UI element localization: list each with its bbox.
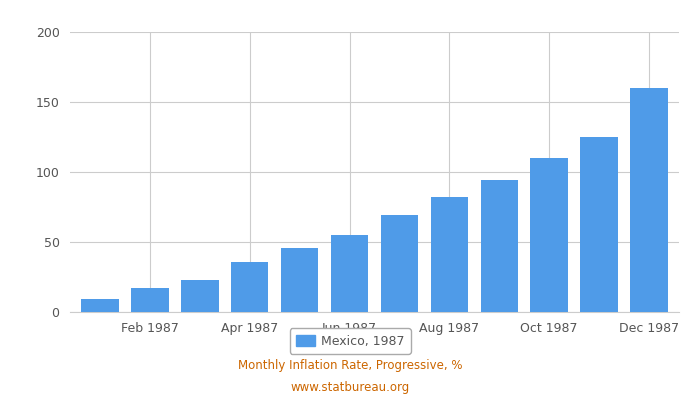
Bar: [481, 180, 518, 312]
Text: Monthly Inflation Rate, Progressive, %: Monthly Inflation Rate, Progressive, %: [238, 360, 462, 372]
Bar: [181, 280, 218, 312]
Bar: [281, 248, 318, 312]
Bar: [381, 215, 418, 312]
Bar: [630, 88, 668, 312]
Bar: [531, 158, 568, 312]
Bar: [131, 288, 169, 312]
Bar: [430, 197, 468, 312]
Bar: [231, 262, 268, 312]
Bar: [331, 235, 368, 312]
Text: www.statbureau.org: www.statbureau.org: [290, 382, 410, 394]
Bar: [81, 299, 119, 312]
Legend: Mexico, 1987: Mexico, 1987: [290, 328, 410, 354]
Bar: [580, 137, 618, 312]
